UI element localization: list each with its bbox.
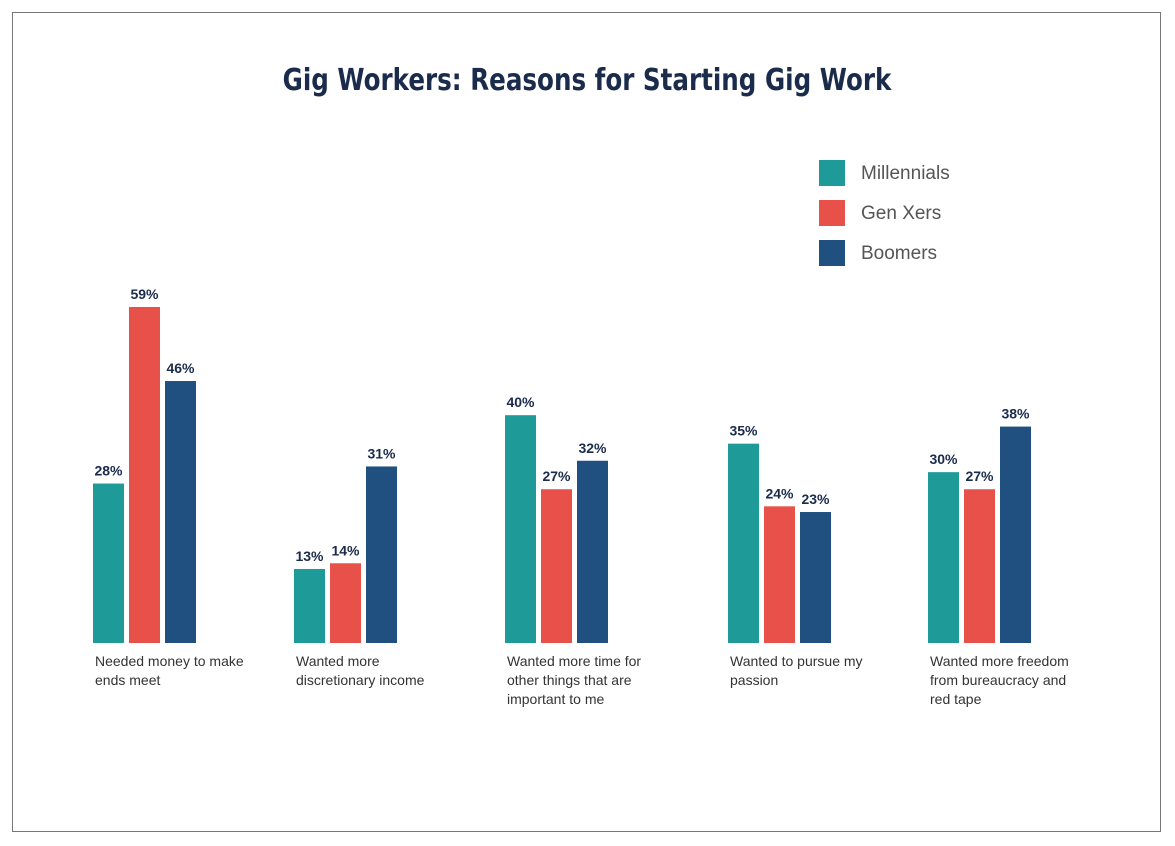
- value-label: 27%: [965, 468, 994, 484]
- value-label: 27%: [542, 468, 571, 484]
- value-label: 23%: [801, 491, 830, 507]
- value-label: 40%: [506, 394, 535, 410]
- bar: [928, 472, 959, 643]
- bar: [764, 506, 795, 643]
- legend-swatch: [819, 200, 845, 226]
- category-label: Wanted more discretionary income: [296, 653, 425, 688]
- chart-title: Gig Workers: Reasons for Starting Gig Wo…: [283, 64, 892, 98]
- bar: [800, 512, 831, 643]
- category-label: Needed money to make ends meet: [95, 653, 244, 688]
- legend-label: Boomers: [861, 243, 937, 264]
- value-label: 30%: [929, 451, 958, 467]
- value-label: 38%: [1001, 406, 1030, 422]
- bar: [165, 381, 196, 643]
- bar: [577, 460, 608, 643]
- bar: [294, 568, 325, 643]
- category-label: Wanted more time for other things that a…: [507, 653, 642, 707]
- legend-swatch: [819, 160, 845, 186]
- legend-label: Millennials: [861, 163, 950, 184]
- value-label: 14%: [331, 542, 360, 558]
- bar: [541, 489, 572, 643]
- value-label: 59%: [130, 286, 159, 302]
- value-label: 32%: [578, 440, 607, 456]
- bar: [964, 489, 995, 643]
- bar: [93, 483, 124, 643]
- bar: [129, 306, 160, 643]
- legend-swatch: [819, 240, 845, 266]
- category-label: Wanted to pursue my passion: [730, 653, 863, 688]
- value-label: 31%: [367, 445, 396, 461]
- value-label: 24%: [765, 485, 794, 501]
- bar: [1000, 426, 1031, 643]
- bar: [366, 466, 397, 643]
- legend-label: Gen Xers: [861, 203, 941, 224]
- bar: [505, 415, 536, 643]
- value-label: 35%: [729, 423, 758, 439]
- bar: [728, 443, 759, 643]
- value-label: 28%: [94, 463, 123, 479]
- bar: [330, 563, 361, 643]
- value-label: 13%: [295, 548, 324, 564]
- frame: [12, 12, 1161, 832]
- value-label: 46%: [166, 360, 195, 376]
- category-label: Wanted more freedom from bureaucracy and…: [930, 653, 1069, 707]
